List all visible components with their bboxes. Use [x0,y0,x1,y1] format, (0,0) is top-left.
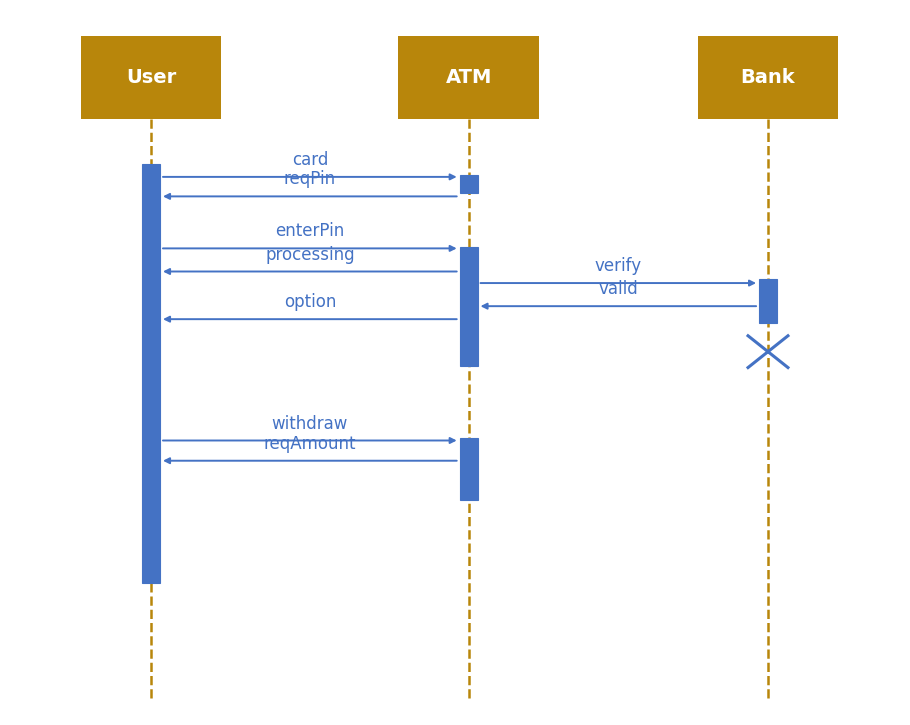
Bar [698,36,838,119]
Text: ATM: ATM [445,67,491,87]
Text: enterPin: enterPin [275,223,345,241]
Text: option: option [284,293,336,311]
Bar [399,36,539,119]
Text: reqPin: reqPin [284,170,336,189]
Text: User: User [126,67,177,87]
Text: reqAmount: reqAmount [264,435,356,453]
Text: processing: processing [265,246,355,264]
Text: valid: valid [599,281,638,298]
Bar [81,36,221,119]
Text: Bank: Bank [741,67,795,87]
Bar [460,247,478,366]
Bar [460,439,478,500]
Text: verify: verify [595,257,642,275]
Bar [460,175,478,193]
Bar [142,164,160,583]
Bar [759,279,777,323]
Text: withdraw: withdraw [272,415,348,433]
Text: card: card [292,151,328,169]
